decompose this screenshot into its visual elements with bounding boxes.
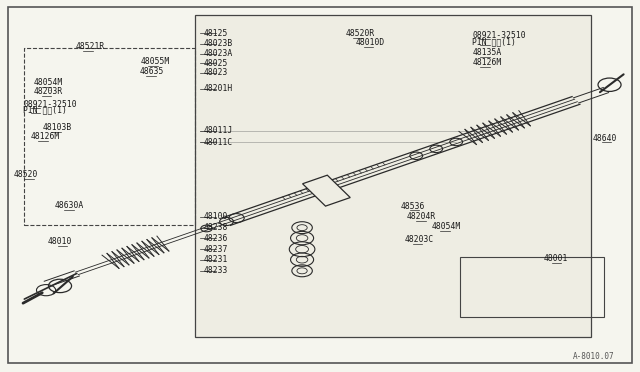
Text: 48520R: 48520R: [346, 29, 375, 38]
Text: 48054M: 48054M: [33, 78, 63, 87]
Text: 48635: 48635: [140, 67, 164, 76]
Text: 48630A: 48630A: [55, 201, 84, 210]
Text: 48204R: 48204R: [407, 212, 436, 221]
Bar: [195, 15, 591, 337]
Text: PIN ピン(1): PIN ピン(1): [472, 37, 516, 46]
Bar: [24, 48, 195, 225]
Text: PIN ピン(1): PIN ピン(1): [23, 105, 67, 114]
Text: 48521R: 48521R: [76, 42, 105, 51]
Text: 48536: 48536: [401, 202, 425, 211]
Text: 48011C: 48011C: [204, 138, 233, 147]
Text: 48023: 48023: [204, 68, 228, 77]
Text: 48126M: 48126M: [31, 132, 60, 141]
Text: 48023B: 48023B: [204, 39, 233, 48]
Text: 48025: 48025: [204, 59, 228, 68]
Text: A-8010.07: A-8010.07: [573, 352, 614, 361]
Text: 48055M: 48055M: [141, 57, 170, 66]
Text: 48001: 48001: [544, 254, 568, 263]
Text: 48640: 48640: [593, 134, 617, 143]
Text: 48010: 48010: [48, 237, 72, 246]
Text: 48203C: 48203C: [404, 235, 434, 244]
Text: 48103B: 48103B: [42, 123, 72, 132]
Text: 48023A: 48023A: [204, 49, 233, 58]
Text: 48100: 48100: [204, 212, 228, 221]
Text: 48237: 48237: [204, 245, 228, 254]
Text: 48233: 48233: [204, 266, 228, 275]
Text: 48236: 48236: [204, 234, 228, 243]
Text: 48010D: 48010D: [356, 38, 385, 46]
Text: 08921-32510: 08921-32510: [472, 31, 526, 40]
Text: 48135A: 48135A: [472, 48, 502, 57]
Text: 48201H: 48201H: [204, 84, 233, 93]
Text: 48238: 48238: [204, 223, 228, 232]
Text: 48520: 48520: [14, 170, 38, 179]
Text: 48011J: 48011J: [204, 126, 233, 135]
Text: 48231: 48231: [204, 255, 228, 264]
Text: 48054M: 48054M: [432, 222, 461, 231]
Text: 08921-32510: 08921-32510: [23, 100, 77, 109]
Text: 48203R: 48203R: [33, 87, 63, 96]
Text: 48126M: 48126M: [472, 58, 502, 67]
Bar: [303, 175, 350, 206]
Bar: [460, 257, 604, 317]
Text: 48125: 48125: [204, 29, 228, 38]
